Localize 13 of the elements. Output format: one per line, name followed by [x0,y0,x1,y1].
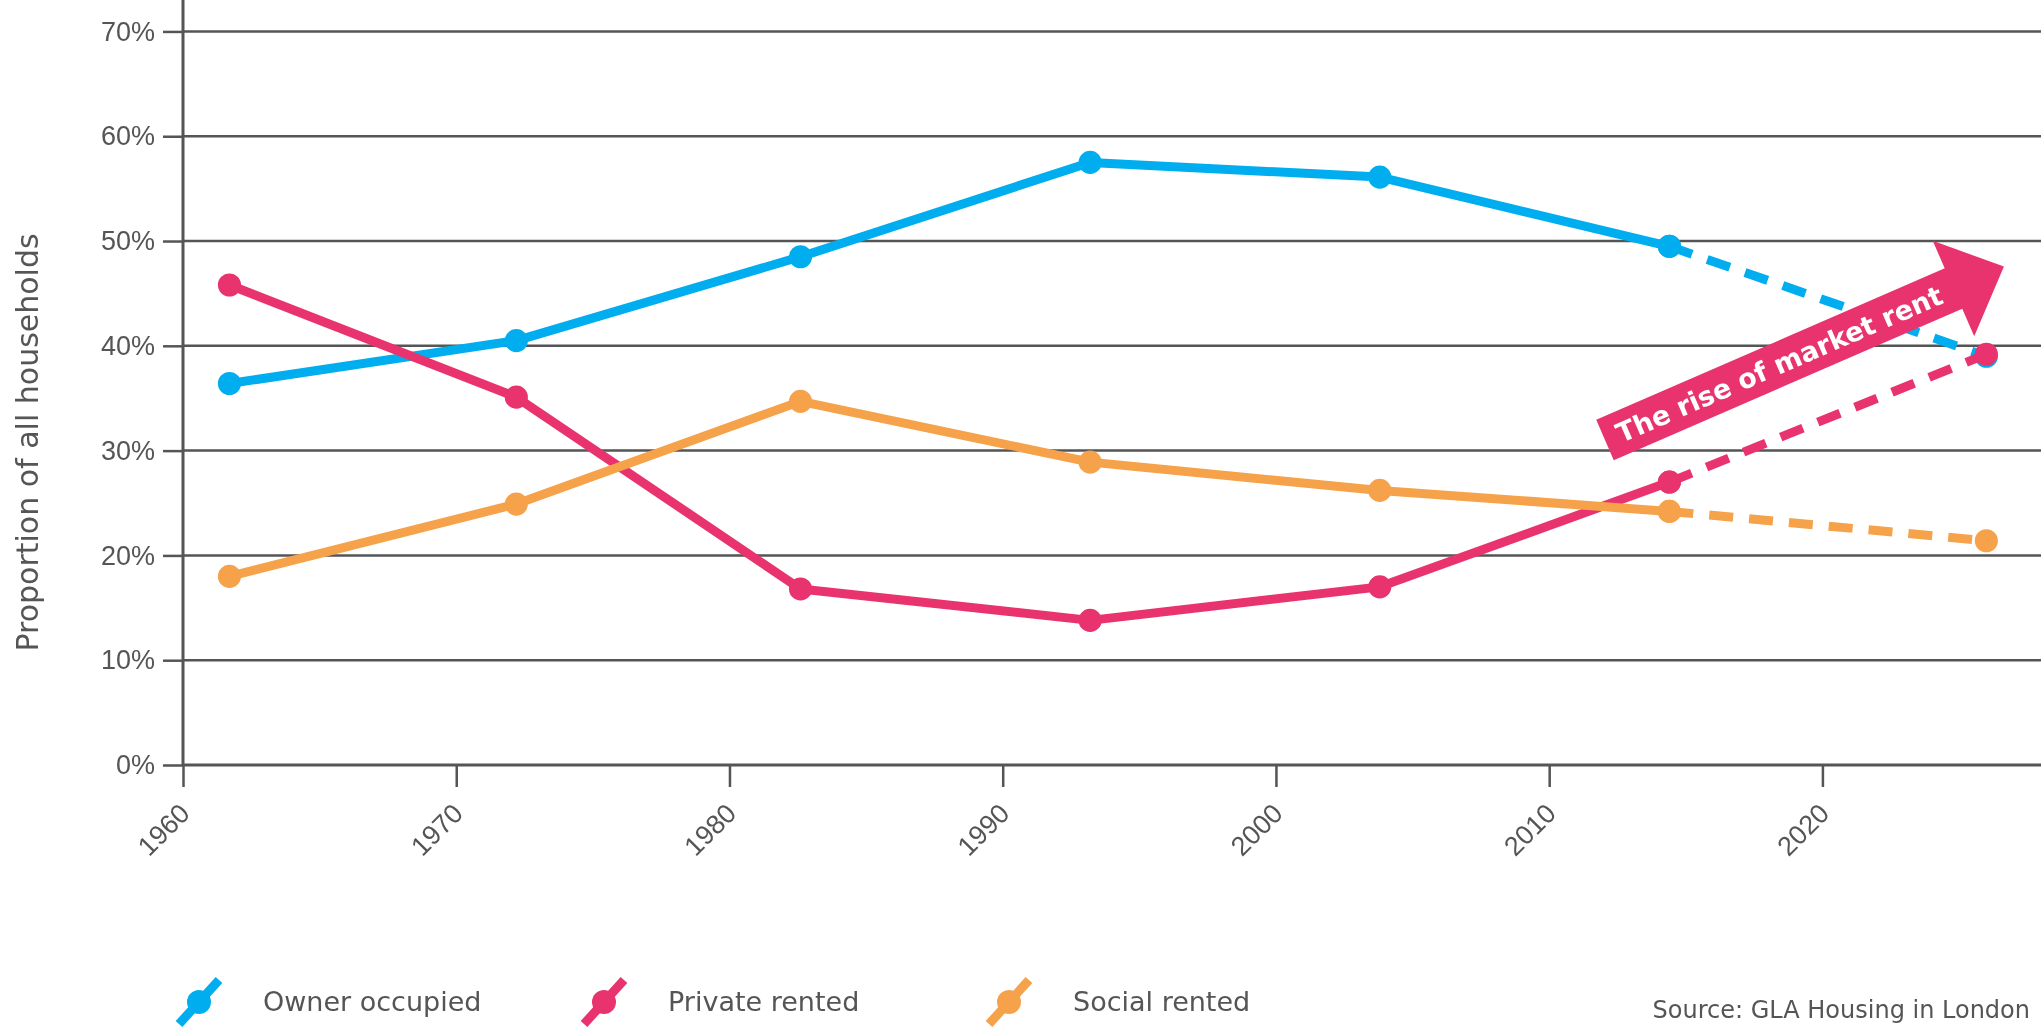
y-tick-label: 50% [100,226,155,257]
y-axis-title: Proportion of all households [10,233,45,652]
source-note: Source: GLA Housing in London [1652,996,2030,1024]
y-tick-label: 10% [100,645,155,676]
y-tick-label: 30% [100,435,155,466]
y-tick-label: 60% [100,121,155,152]
legend-label: Social rented [1073,986,1251,1018]
legend-label: Owner occupied [263,986,482,1018]
y-tick-label: 20% [100,540,155,571]
y-tick-label: 0% [115,750,155,781]
y-tick-label: 40% [100,330,155,361]
legend-label: Private rented [668,986,860,1018]
y-tick-label: 70% [100,16,155,47]
